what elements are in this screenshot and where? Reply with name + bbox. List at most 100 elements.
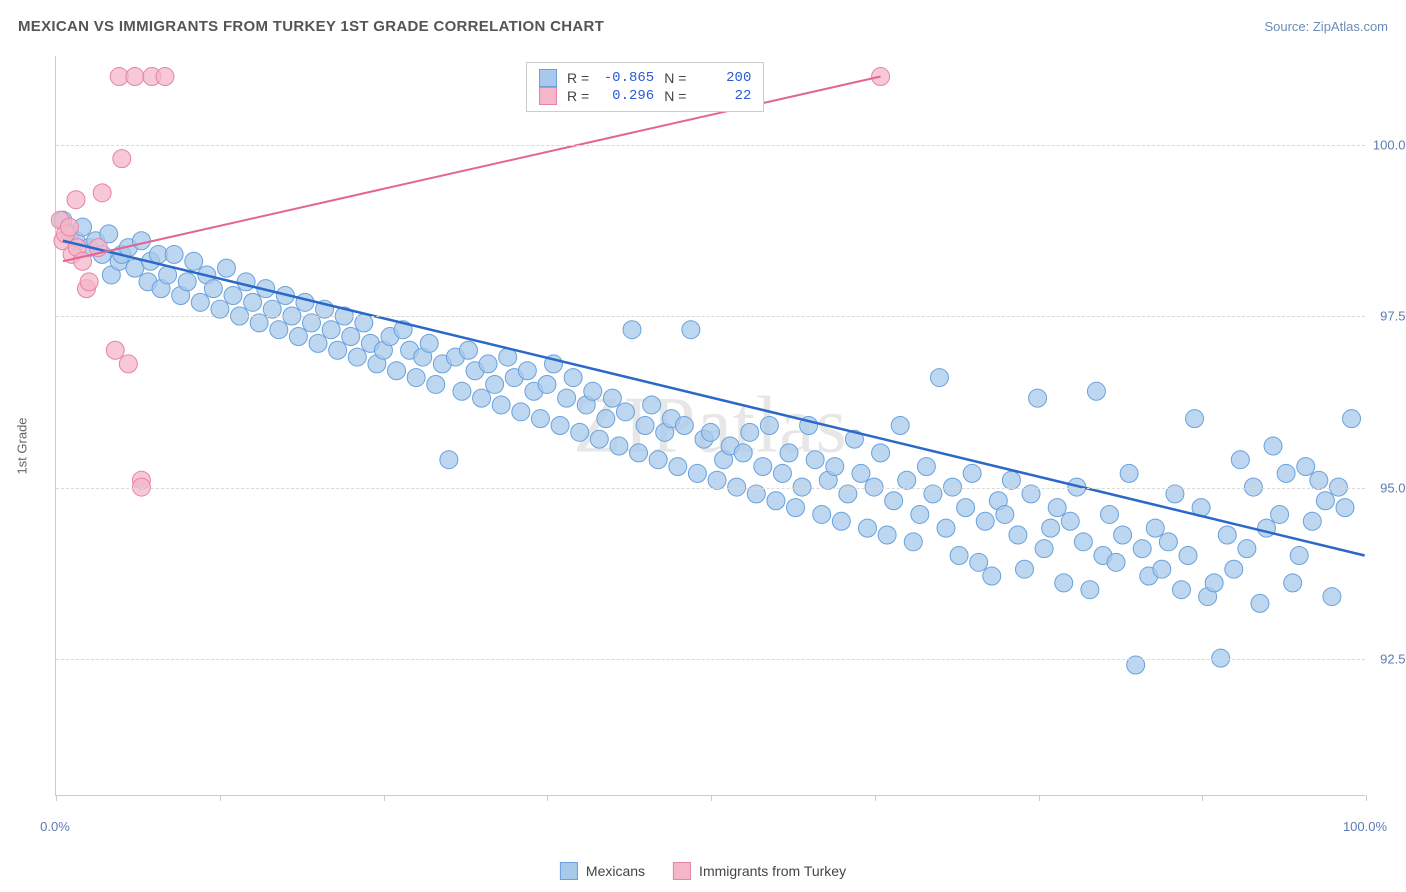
data-point: [217, 259, 235, 277]
data-point: [1297, 458, 1315, 476]
data-point: [1107, 553, 1125, 571]
data-point: [309, 334, 327, 352]
x-tick: [1039, 795, 1040, 801]
data-point: [832, 512, 850, 530]
data-point: [1042, 519, 1060, 537]
legend-swatch: [560, 862, 578, 880]
data-point: [669, 458, 687, 476]
data-point: [1081, 581, 1099, 599]
data-point: [885, 492, 903, 510]
data-point: [348, 348, 366, 366]
r-value: -0.865: [599, 70, 654, 86]
data-point: [185, 252, 203, 270]
correlation-stats-box: R = -0.865 N = 200 R = 0.296 N = 22: [526, 62, 764, 112]
data-point: [60, 218, 78, 236]
data-point: [996, 505, 1014, 523]
x-tick: [547, 795, 548, 801]
data-point: [427, 375, 445, 393]
data-point: [976, 512, 994, 530]
data-point: [459, 341, 477, 359]
data-point: [911, 505, 929, 523]
data-point: [1218, 526, 1236, 544]
data-point: [1074, 533, 1092, 551]
gridline: [56, 659, 1365, 660]
data-point: [1251, 594, 1269, 612]
data-point: [780, 444, 798, 462]
data-point: [440, 451, 458, 469]
data-point: [1277, 464, 1295, 482]
data-point: [1271, 505, 1289, 523]
data-point: [603, 389, 621, 407]
data-point: [787, 499, 805, 517]
data-point: [1114, 526, 1132, 544]
series-swatch: [539, 87, 557, 105]
data-point: [1264, 437, 1282, 455]
data-point: [917, 458, 935, 476]
data-point: [1146, 519, 1164, 537]
data-point: [1015, 560, 1033, 578]
data-point: [518, 362, 536, 380]
data-point: [983, 567, 1001, 585]
data-point: [826, 458, 844, 476]
chart-title: MEXICAN VS IMMIGRANTS FROM TURKEY 1ST GR…: [18, 18, 604, 35]
x-tick: [56, 795, 57, 801]
data-point: [564, 369, 582, 387]
data-point: [590, 430, 608, 448]
data-point: [649, 451, 667, 469]
data-point: [741, 423, 759, 441]
data-point: [132, 232, 150, 250]
trend-line: [63, 241, 1365, 556]
data-point: [1231, 451, 1249, 469]
data-point: [551, 417, 569, 435]
data-point: [1336, 499, 1354, 517]
data-point: [322, 321, 340, 339]
stat-label: N =: [664, 70, 686, 86]
data-point: [1101, 505, 1119, 523]
data-point: [872, 444, 890, 462]
data-point: [930, 369, 948, 387]
data-point: [760, 417, 778, 435]
gridline: [56, 145, 1365, 146]
x-tick-label: 100.0%: [1343, 819, 1387, 834]
n-value: 200: [696, 70, 751, 86]
data-point: [754, 458, 772, 476]
r-value: 0.296: [599, 88, 654, 104]
data-point: [156, 68, 174, 86]
data-point: [950, 547, 968, 565]
data-point: [1048, 499, 1066, 517]
scatter-plot-svg: [56, 56, 1365, 795]
data-point: [191, 293, 209, 311]
x-tick-label: 0.0%: [40, 819, 70, 834]
data-point: [636, 417, 654, 435]
x-tick: [384, 795, 385, 801]
y-tick-label: 95.0%: [1380, 480, 1406, 495]
gridline: [56, 488, 1365, 489]
data-point: [1205, 574, 1223, 592]
data-point: [1303, 512, 1321, 530]
data-point: [891, 417, 909, 435]
data-point: [963, 464, 981, 482]
data-point: [486, 375, 504, 393]
data-point: [270, 321, 288, 339]
data-point: [904, 533, 922, 551]
data-point: [165, 245, 183, 263]
data-point: [244, 293, 262, 311]
data-point: [93, 184, 111, 202]
data-point: [178, 273, 196, 291]
data-point: [1179, 547, 1197, 565]
data-point: [937, 519, 955, 537]
data-point: [126, 68, 144, 86]
legend-item: Mexicans: [560, 862, 645, 880]
data-point: [1055, 574, 1073, 592]
data-point: [702, 423, 720, 441]
data-point: [1002, 471, 1020, 489]
data-point: [512, 403, 530, 421]
data-point: [342, 328, 360, 346]
data-point: [852, 464, 870, 482]
stat-label: R =: [567, 88, 589, 104]
y-axis-label: 1st Grade: [15, 417, 30, 474]
data-point: [538, 375, 556, 393]
data-point: [878, 526, 896, 544]
data-point: [610, 437, 628, 455]
data-point: [113, 150, 131, 168]
